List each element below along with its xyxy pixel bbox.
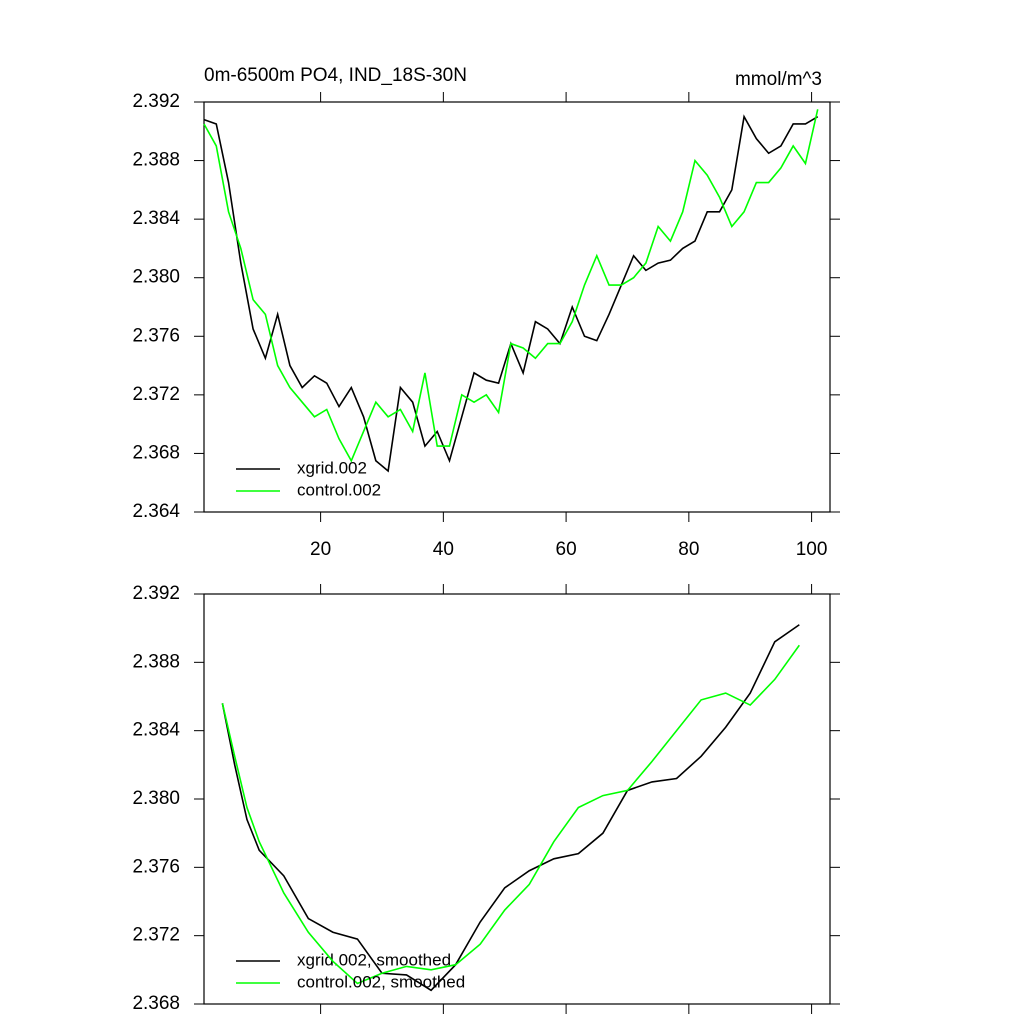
y-tick-label: 2.380 [132,267,180,288]
y-tick-label: 2.392 [132,583,180,604]
y-tick-label: 2.368 [132,993,180,1014]
legend-label: xgrid.002 [297,458,367,477]
x-tick-label: 60 [556,539,577,560]
y-tick-label: 2.384 [132,208,180,229]
y-tick-label: 2.388 [132,150,180,171]
y-tick-label: 2.368 [132,442,180,463]
chart-title: 0m-6500m PO4, IND_18S-30N [204,65,467,86]
y-tick-label: 2.364 [132,501,180,522]
data-line [203,114,819,473]
x-tick-label: 40 [433,539,454,560]
y-tick-label: 2.384 [132,720,180,741]
data-line [221,644,800,985]
units-label: mmol/m^3 [735,69,822,90]
data-line [221,624,800,992]
legend-label: control.002 [297,480,381,499]
y-tick-label: 2.372 [132,925,180,946]
plot-frame [203,101,831,513]
x-tick-label: 80 [678,539,699,560]
x-tick-label: 100 [796,539,828,560]
plot-frame [203,593,831,1005]
y-tick-label: 2.372 [132,384,180,405]
y-tick-label: 2.388 [132,651,180,672]
x-tick-label: 20 [310,539,331,560]
legend-label: xgrid.002, smoothed [297,950,451,969]
y-tick-label: 2.392 [132,91,180,112]
y-tick-label: 2.376 [132,325,180,346]
data-line [203,109,819,463]
legend-label: control.002, smoothed [297,972,465,991]
y-tick-label: 2.376 [132,856,180,877]
y-tick-label: 2.380 [132,788,180,809]
